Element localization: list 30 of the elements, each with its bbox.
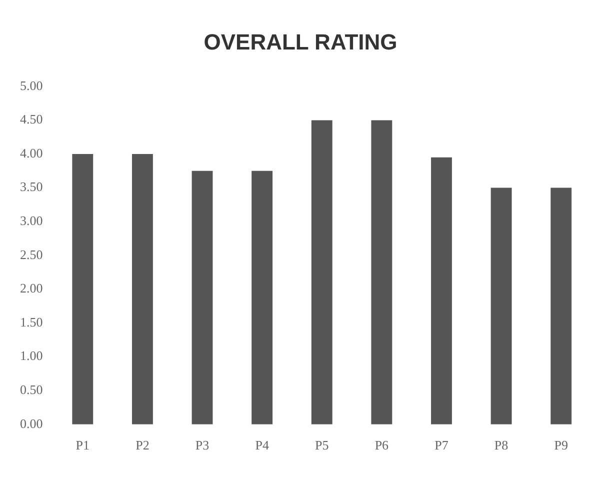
y-tick-label: 3.50 bbox=[20, 179, 43, 194]
y-tick-label: 4.00 bbox=[20, 145, 43, 160]
bar bbox=[431, 157, 452, 424]
y-tick-label: 1.00 bbox=[20, 348, 43, 364]
x-tick-label: P6 bbox=[374, 438, 390, 453]
y-tick-label: 3.00 bbox=[20, 213, 43, 228]
y-tick-label: 0.00 bbox=[20, 416, 43, 431]
x-tick-label: P8 bbox=[494, 438, 508, 453]
bar bbox=[311, 120, 332, 424]
x-tick-label: P5 bbox=[315, 438, 329, 453]
x-tick-label: P7 bbox=[434, 438, 449, 453]
x-tick-label: P1 bbox=[76, 438, 90, 453]
x-tick-label: P2 bbox=[136, 438, 150, 453]
bar bbox=[550, 188, 572, 424]
bar bbox=[72, 154, 94, 424]
y-tick-label: 0.50 bbox=[20, 382, 43, 398]
x-tick-label: P9 bbox=[554, 438, 568, 453]
y-tick-label: 2.00 bbox=[20, 280, 43, 296]
x-tick-label: P3 bbox=[195, 438, 210, 453]
x-tick-label: P4 bbox=[255, 438, 270, 453]
bar bbox=[490, 188, 512, 424]
bar bbox=[371, 120, 392, 424]
bar bbox=[252, 170, 273, 424]
y-tick-label: 4.50 bbox=[20, 112, 43, 127]
bar bbox=[132, 154, 153, 424]
y-tick-label: 2.50 bbox=[20, 246, 43, 262]
y-tick-label: 1.50 bbox=[20, 314, 43, 330]
bar bbox=[192, 170, 213, 424]
y-tick-label: 5.00 bbox=[20, 78, 43, 93]
chart-title: OVERALL RATING bbox=[204, 29, 398, 54]
